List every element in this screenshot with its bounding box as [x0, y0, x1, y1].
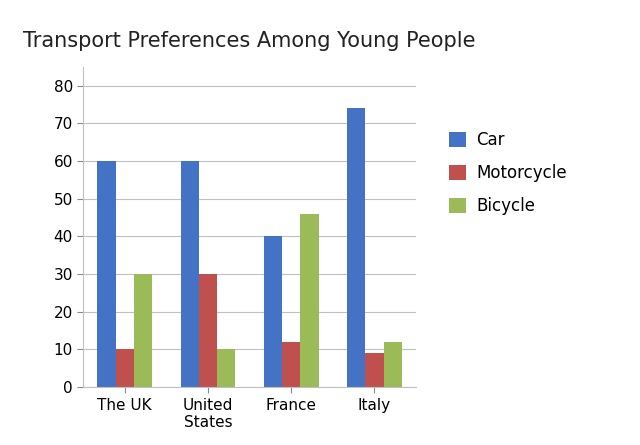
Bar: [134, 274, 152, 387]
Bar: [180, 161, 199, 387]
Title: Transport Preferences Among Young People: Transport Preferences Among Young People: [23, 31, 476, 51]
Bar: [347, 108, 365, 387]
Legend: Car, Motorcycle, Bicycle: Car, Motorcycle, Bicycle: [441, 123, 575, 224]
Bar: [365, 353, 383, 387]
Bar: [199, 274, 217, 387]
Bar: [383, 342, 402, 387]
Bar: [97, 161, 116, 387]
Bar: [264, 236, 282, 387]
Bar: [282, 342, 300, 387]
Bar: [300, 214, 319, 387]
Bar: [116, 349, 134, 387]
Bar: [217, 349, 236, 387]
